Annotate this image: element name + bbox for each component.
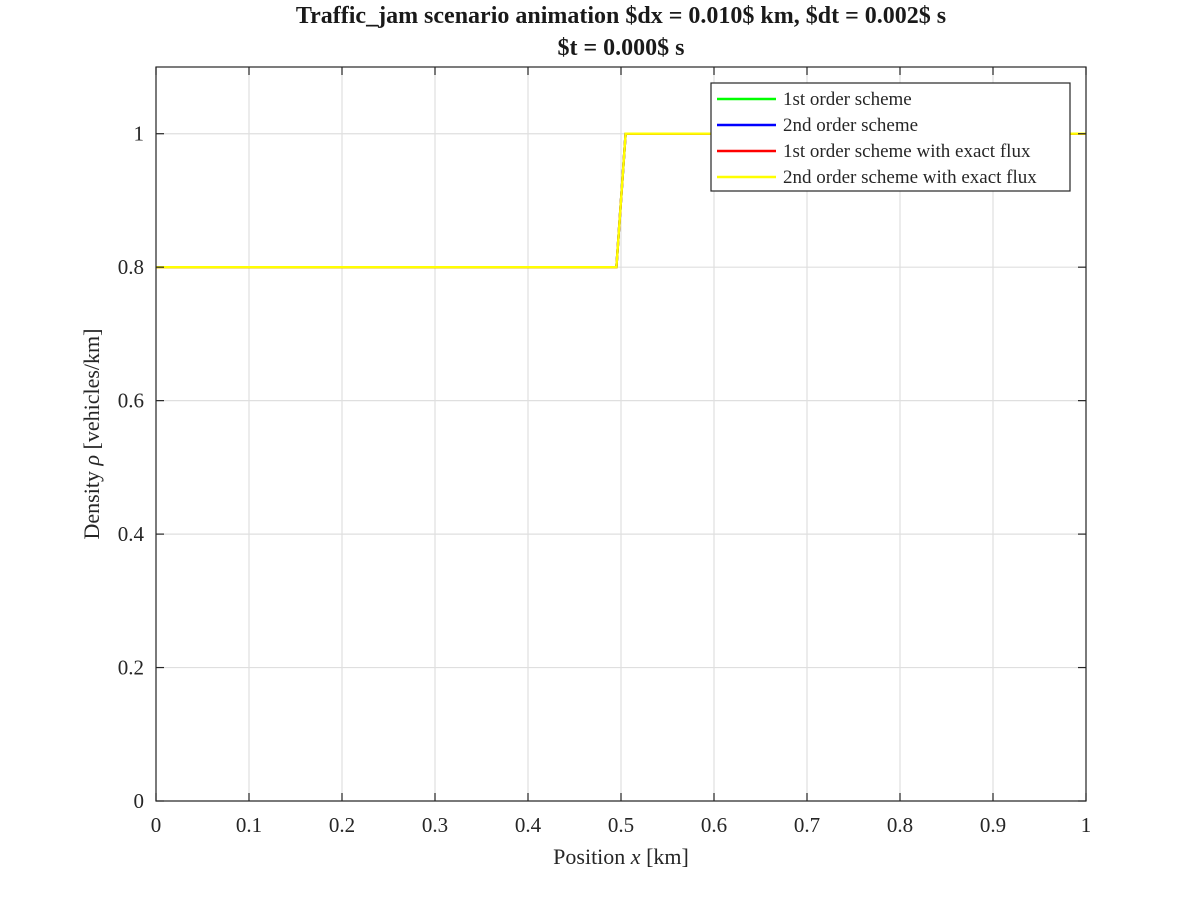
chart-title: Traffic_jam scenario animation $dx = 0.0… <box>296 3 946 29</box>
x-tick-label: 0.8 <box>887 813 913 837</box>
y-tick-label: 0.6 <box>118 389 144 413</box>
y-tick-label: 0.4 <box>118 522 145 546</box>
x-tick-label: 0.6 <box>701 813 727 837</box>
legend-box <box>710 82 1071 192</box>
y-tick-label: 1 <box>134 122 145 146</box>
legend-entry: 1st order scheme <box>783 89 912 110</box>
y-tick-label: 0.8 <box>118 255 144 279</box>
y-tick-label: 0 <box>134 789 145 813</box>
x-tick-label: 0 <box>151 813 162 837</box>
x-tick-label: 0.5 <box>608 813 634 837</box>
x-axis-label: Position x [km] <box>553 844 689 869</box>
chart-subtitle: $t = 0.000$ s <box>557 35 684 61</box>
x-tick-label: 0.2 <box>329 813 355 837</box>
x-tick-label: 1 <box>1081 813 1092 837</box>
axis-ticks: 0 0.1 0.2 0.3 0.4 0.5 0.6 0.7 0.8 0.9 1 0 0.2 0.4 0.6 0… <box>118 67 1092 837</box>
x-tick-label: 0.4 <box>515 813 542 837</box>
legend-entry: 1st order scheme with exact flux <box>783 141 1031 162</box>
x-tick-label: 0.3 <box>422 813 448 837</box>
y-tick-label: 0.2 <box>118 656 144 680</box>
x-tick-label: 0.9 <box>980 813 1006 837</box>
x-tick-label: 0.7 <box>794 813 820 837</box>
legend: 1st order scheme 2nd order scheme 1st orde… <box>710 82 1071 192</box>
legend-entry: 2nd order scheme <box>783 115 918 136</box>
y-axis-label: Density ρ [vehicles/km] <box>79 329 104 540</box>
x-tick-label: 0.1 <box>236 813 262 837</box>
legend-entry: 2nd order scheme with exact flux <box>783 167 1037 188</box>
